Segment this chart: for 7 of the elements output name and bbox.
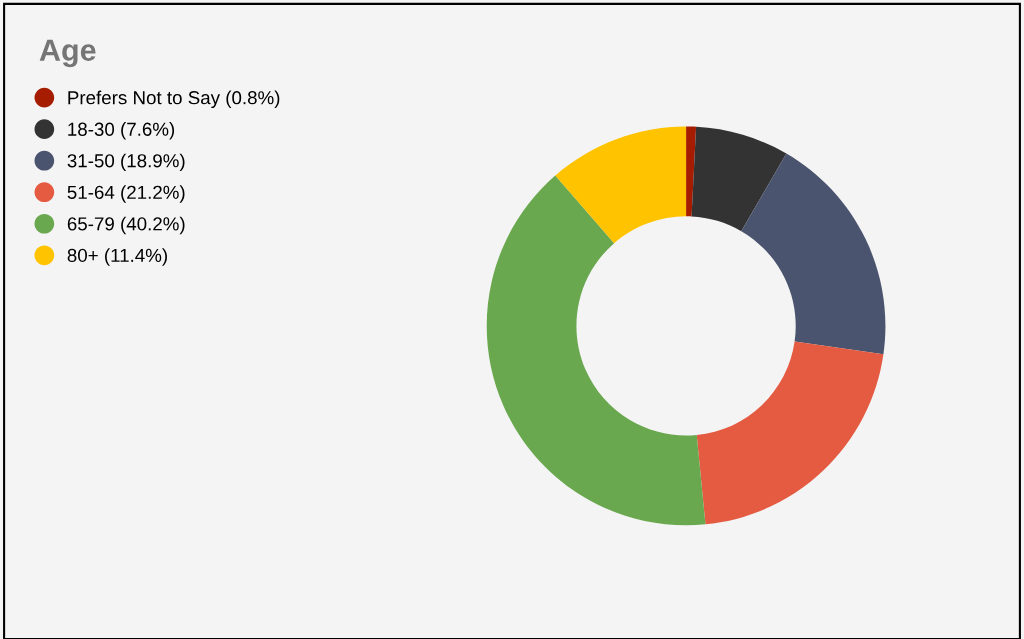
legend-label: 51-64 (21.2%): [67, 185, 185, 203]
legend-label: Prefers Not to Say (0.8%): [68, 90, 280, 109]
legend-label: 65-79 (40.2%): [67, 216, 185, 235]
legend-label: 18-30 (7.6%): [68, 122, 175, 140]
legend-label: 80+ (11.4%): [67, 248, 167, 266]
chart-title: Age: [39, 39, 96, 68]
legend-label: 31-50 (18.9%): [67, 153, 185, 172]
